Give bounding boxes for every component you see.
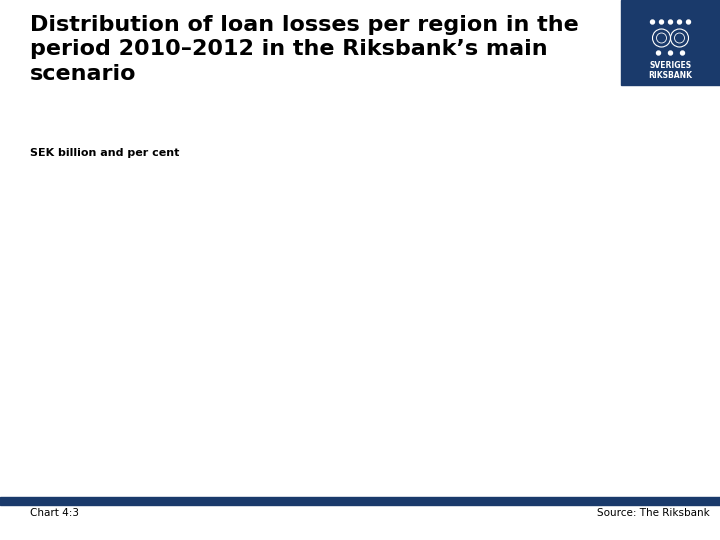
Circle shape (668, 51, 672, 55)
Text: SVERIGES
RIKSBANK: SVERIGES RIKSBANK (649, 62, 693, 80)
Bar (0, 497, 720, 505)
Circle shape (686, 20, 690, 24)
Bar (621, 0, 720, 85)
Circle shape (660, 20, 664, 24)
Circle shape (668, 20, 672, 24)
Text: Source: The Riksbank: Source: The Riksbank (598, 508, 710, 518)
Circle shape (678, 20, 682, 24)
Circle shape (680, 51, 685, 55)
Circle shape (657, 51, 660, 55)
Text: SEK billion and per cent: SEK billion and per cent (30, 148, 179, 158)
Text: Chart 4:3: Chart 4:3 (30, 508, 79, 518)
Circle shape (650, 20, 654, 24)
Text: Distribution of loan losses per region in the
period 2010–2012 in the Riksbank’s: Distribution of loan losses per region i… (30, 15, 579, 84)
